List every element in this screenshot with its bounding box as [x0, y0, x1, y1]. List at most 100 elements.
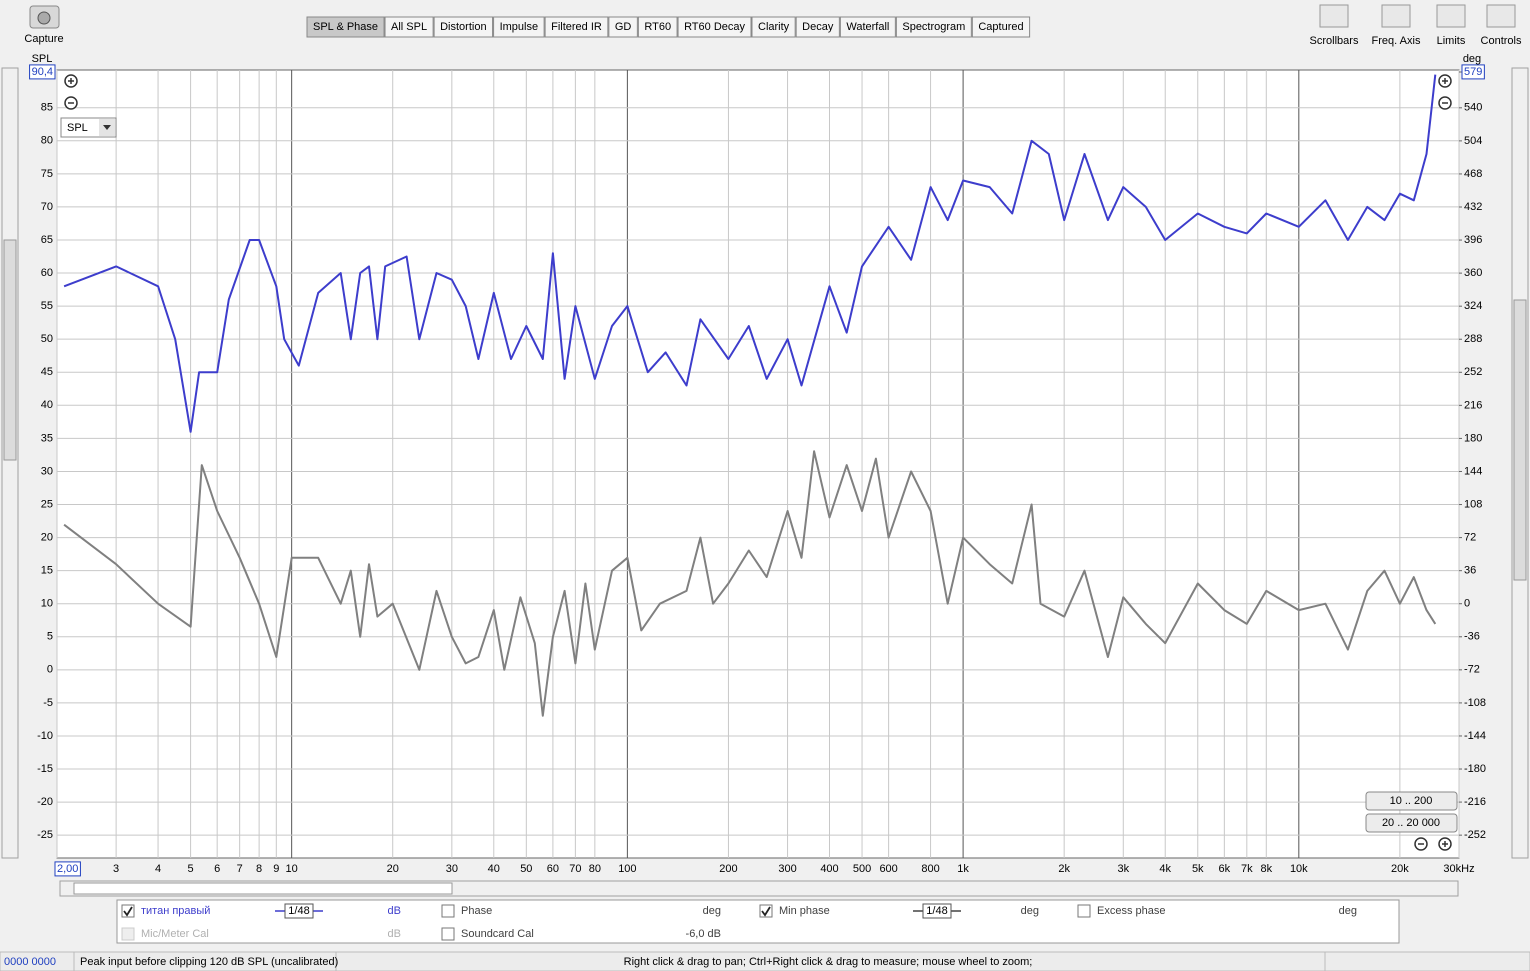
y-axis-label: SPL	[32, 53, 53, 65]
range-button[interactable]: 20 .. 20 000	[1365, 813, 1458, 833]
range-button[interactable]: 10 .. 200	[1365, 791, 1458, 811]
tab[interactable]: All SPL	[384, 16, 434, 38]
tool-icon	[1381, 4, 1411, 28]
y2-tick-label: 540	[1464, 102, 1482, 114]
y-tick-label: 40	[41, 399, 53, 411]
tab[interactable]: Impulse	[493, 16, 545, 38]
smoothing-box[interactable]	[922, 903, 952, 919]
capture-button[interactable]: Capture	[24, 5, 64, 45]
legend-label: Excess phase	[1097, 905, 1165, 917]
scroll-thumb[interactable]	[3, 239, 17, 461]
legend-checkbox[interactable]	[121, 927, 135, 941]
smoothing-label: 1/48	[926, 905, 947, 917]
x-tick-label: 70	[569, 863, 581, 875]
y2-tick-label: -216	[1464, 796, 1486, 808]
legend-panel	[116, 899, 1400, 944]
tab-box	[384, 16, 434, 38]
y-tick-label: 75	[41, 168, 53, 180]
tab-bar: SPL & Phase All SPL Distortion Impulse Filte…	[306, 16, 1031, 38]
tab[interactable]: Captured	[971, 16, 1031, 38]
tool-label: Limits	[1437, 35, 1466, 47]
y-tick-label: 30	[41, 465, 53, 477]
tab-label: RT60 Decay	[684, 21, 745, 33]
tab-box	[637, 16, 678, 38]
x-tick-label: 40	[488, 863, 500, 875]
graph-dropdown[interactable]: SPL	[60, 117, 117, 138]
tool-button[interactable]: Scrollbars	[1310, 4, 1359, 47]
tool-button[interactable]: Freq. Axis	[1372, 4, 1421, 47]
status-peak: Peak input before clipping 120 dB SPL (u…	[80, 956, 338, 968]
smoothing-label: 1/48	[288, 905, 309, 917]
zoom-out[interactable]	[1438, 96, 1452, 110]
legend-checkbox[interactable]	[441, 904, 455, 918]
y2-tick-label: -252	[1464, 829, 1486, 841]
zoom-out[interactable]	[64, 96, 78, 110]
v-scrollbar-left[interactable]	[1, 67, 19, 859]
x-tick-label: 800	[921, 863, 939, 875]
y-tick-label: 50	[41, 333, 53, 345]
legend-unit: deg	[1021, 905, 1039, 917]
legend-row: Excess phase deg	[1077, 904, 1357, 918]
camera-lens	[37, 11, 51, 25]
tab[interactable]: GD	[608, 16, 638, 38]
x-tick-label: 100	[618, 863, 636, 875]
legend-unit: -6,0 dB	[686, 928, 721, 940]
zoom-out[interactable]	[1414, 837, 1428, 851]
y2-tick-label: 504	[1464, 135, 1482, 147]
y2-axis-label: deg	[1463, 53, 1481, 65]
tab-label: Decay	[802, 21, 834, 33]
zoom-in[interactable]	[64, 74, 78, 88]
y2-tick-label: 36	[1464, 565, 1476, 577]
x-tick-label: 3k	[1117, 863, 1129, 875]
scroll-thumb[interactable]	[1513, 299, 1527, 581]
legend-checkbox[interactable]	[759, 904, 773, 918]
legend-unit: dB	[388, 928, 401, 940]
tab[interactable]: Clarity	[751, 16, 796, 38]
tab[interactable]: Decay	[795, 16, 840, 38]
tab-box	[839, 16, 896, 38]
series-line	[63, 450, 1437, 717]
tool-icon	[1319, 4, 1349, 28]
y-tick-label: 15	[41, 565, 53, 577]
y-tick-label: -20	[37, 796, 53, 808]
legend-unit: dB	[388, 905, 401, 917]
tool-label: Controls	[1481, 35, 1522, 47]
x-tick-label: 10k	[1290, 863, 1308, 875]
status-counter: 0000 0000	[4, 956, 56, 968]
tab[interactable]: SPL & Phase	[306, 16, 385, 38]
y-tick-label: -25	[37, 829, 53, 841]
limit-box	[1461, 64, 1485, 80]
y2-tick-label: 108	[1464, 498, 1482, 510]
smoothing-box[interactable]	[284, 903, 314, 919]
tool-button[interactable]: Controls	[1481, 4, 1522, 47]
tool-button[interactable]: Limits	[1436, 4, 1466, 47]
zoom-in[interactable]	[1438, 837, 1452, 851]
tab-label: Impulse	[500, 21, 539, 33]
y2-tick-label: 396	[1464, 234, 1482, 246]
zoom-in[interactable]	[1438, 74, 1452, 88]
plot	[63, 74, 1437, 717]
x-tick-label: 6	[214, 863, 220, 875]
x-tick-label: 7k	[1241, 863, 1253, 875]
legend-checkbox[interactable]	[1077, 904, 1091, 918]
tab[interactable]: Filtered IR	[544, 16, 609, 38]
limit-box	[29, 64, 56, 80]
tab[interactable]: Distortion	[433, 16, 494, 38]
tab[interactable]: RT60	[637, 16, 678, 38]
x-tick-label: 600	[879, 863, 897, 875]
tab[interactable]: Waterfall	[839, 16, 896, 38]
tool-label: Freq. Axis	[1372, 35, 1421, 47]
legend-checkbox[interactable]	[121, 904, 135, 918]
tab-label: SPL & Phase	[313, 21, 378, 33]
dropdown-arrow	[103, 125, 111, 130]
x-tick-label: 4	[155, 863, 161, 875]
x-tick-label: 9	[273, 863, 279, 875]
tab-label: RT60	[644, 21, 671, 33]
scroll-thumb[interactable]	[73, 882, 453, 895]
tab[interactable]: RT60 Decay	[677, 16, 752, 38]
y-tick-label: 10	[41, 598, 53, 610]
legend-checkbox[interactable]	[441, 927, 455, 941]
x-tick-label: 30kHz	[1443, 863, 1474, 875]
tab[interactable]: Spectrogram	[895, 16, 972, 38]
y2-tick-label: 579	[1464, 66, 1482, 78]
